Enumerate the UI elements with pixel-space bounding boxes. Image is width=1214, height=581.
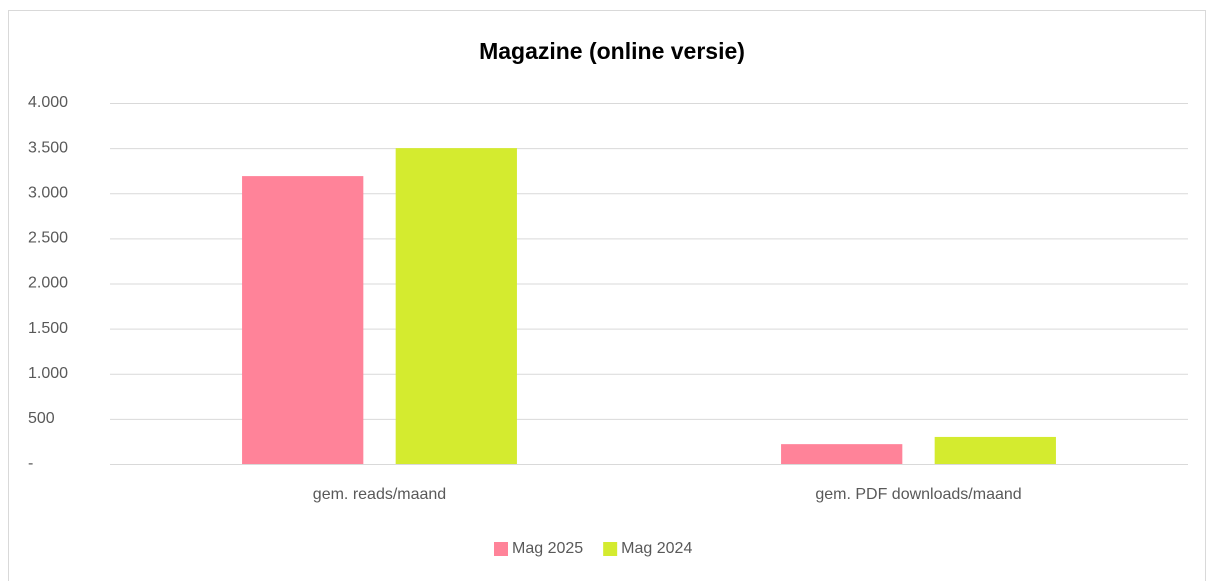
chart-frame — [8, 10, 1206, 581]
y-tick-label: 4.000 — [28, 94, 68, 111]
bar — [934, 436, 1056, 464]
y-tick-label: 3.500 — [28, 139, 68, 156]
chart-title: Magazine (online versie) — [479, 38, 745, 64]
y-tick-label: 2.500 — [28, 230, 68, 247]
x-tick-label: gem. PDF downloads/maand — [815, 486, 1021, 503]
y-tick-label: 3.000 — [28, 184, 68, 201]
legend-label: Mag 2024 — [621, 540, 692, 557]
y-tick-label: 500 — [28, 410, 55, 427]
y-tick-label: 1.500 — [28, 320, 68, 337]
x-tick-label: gem. reads/maand — [313, 486, 446, 503]
bar — [781, 444, 903, 464]
legend-swatch — [494, 542, 508, 556]
legend-label: Mag 2025 — [512, 540, 583, 557]
legend-swatch — [603, 542, 618, 556]
bar — [395, 148, 517, 464]
bar — [242, 176, 364, 465]
y-tick-label: - — [28, 455, 33, 472]
y-tick-label: 1.000 — [28, 365, 68, 382]
y-tick-label: 2.000 — [28, 275, 68, 292]
